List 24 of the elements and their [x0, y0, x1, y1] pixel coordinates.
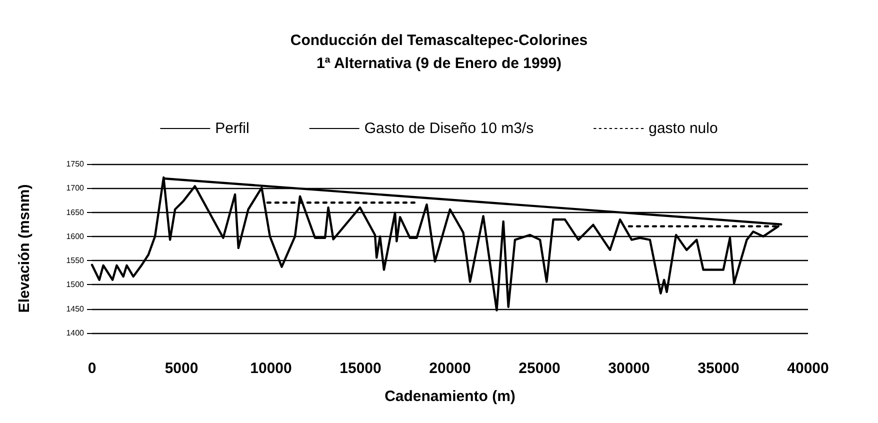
y-tick-label: 1750 [66, 160, 85, 168]
x-tick-label: 20000 [429, 360, 471, 377]
y-tick-label: 1400 [66, 328, 85, 338]
chart-subtitle: 1ª Alternativa (9 de Enero de 1999) [316, 55, 562, 72]
chart-title: Conducción del Temascaltepec-Colorines [290, 32, 588, 49]
y-tick-label: 1500 [66, 280, 85, 290]
y-tick-label: 1550 [66, 256, 85, 266]
legend-label: gasto nulo [648, 120, 718, 137]
legend-label: Perfil [215, 120, 250, 137]
y-tick-label: 1600 [66, 232, 85, 241]
y-tick-label: 1650 [66, 208, 85, 217]
y-tick-label: 1700 [66, 184, 85, 193]
x-tick-label: 15000 [340, 360, 382, 377]
x-tick-label: 25000 [518, 360, 560, 377]
x-tick-label: 10000 [250, 360, 292, 377]
y-axis-title: Elevación (msnm) [16, 184, 33, 313]
x-tick-label: 40000 [787, 360, 829, 377]
x-axis-title: Cadenamiento (m) [384, 388, 516, 405]
x-tick-label: 35000 [698, 360, 740, 377]
x-tick-label: 5000 [164, 360, 198, 377]
x-tick-label: 30000 [608, 360, 650, 377]
legend-label: Gasto de Diseño 10 m3/s [364, 120, 534, 137]
x-tick-label: 0 [88, 360, 96, 377]
y-tick-label: 1450 [66, 304, 85, 314]
